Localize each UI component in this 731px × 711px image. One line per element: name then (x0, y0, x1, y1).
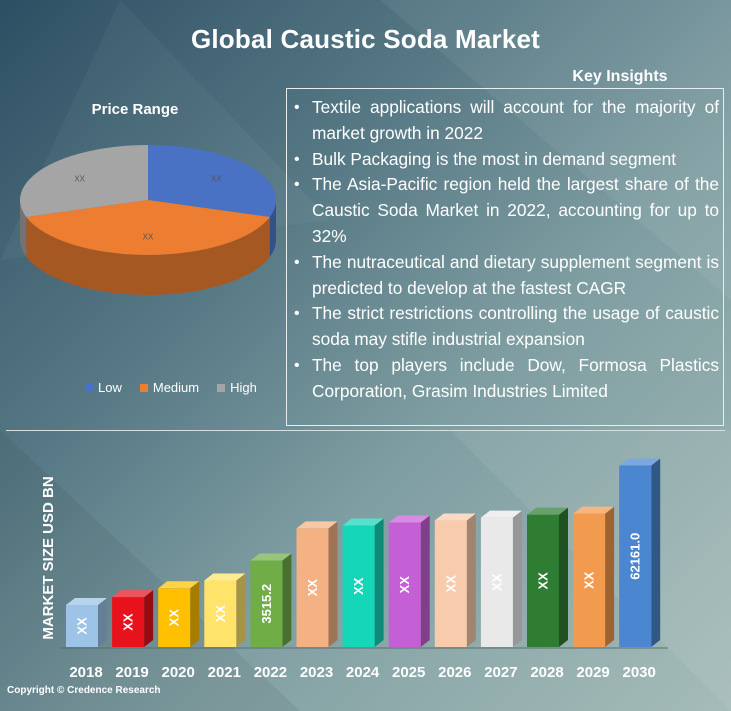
pie-slice-side-high (20, 200, 27, 257)
pie-chart-title: Price Range (91, 101, 179, 118)
bar-2030 (619, 458, 661, 647)
copyright-text: Copyright © Credence Research (7, 685, 161, 696)
x-tick-label-2025: 2025 (392, 664, 425, 681)
x-tick-label-2020: 2020 (162, 664, 195, 681)
market-size-bar-chart: MARKET SIZE USD BN XX 2018 XX 2019 XX 2020 XX 20… (40, 458, 668, 681)
legend-item-low: Low (85, 380, 122, 395)
bar-2018 (66, 598, 107, 647)
pie-slice-label-high: XX (74, 175, 85, 184)
x-tick-label-2018: 2018 (69, 664, 102, 681)
legend-label-medium: Medium (152, 380, 200, 395)
bar-value-label-2030: 62161.0 (628, 533, 643, 580)
legend-item-high: High (217, 380, 257, 395)
bar-value-label-2019: XX (121, 613, 136, 631)
legend-label-high: High (230, 380, 257, 395)
bar-value-label-2025: XX (397, 576, 412, 594)
pie-slice-label-low: XX (211, 175, 222, 184)
price-range-pie-chart: XX XX XX (20, 145, 276, 295)
y-axis-label: MARKET SIZE USD BN (40, 476, 57, 639)
legend-swatch-high (217, 383, 226, 392)
bar-value-label-2028: XX (536, 572, 551, 590)
pie-legend: Low Medium High (85, 380, 257, 395)
section-divider (6, 430, 725, 431)
legend-item-medium: Medium (139, 380, 200, 395)
bar-value-label-2023: XX (305, 579, 320, 597)
key-insights-box: Textile applications will account for th… (286, 88, 724, 426)
key-insights-list: Textile applications will account for th… (291, 95, 719, 405)
x-tick-label-2030: 2030 (623, 664, 656, 681)
x-tick-label-2023: 2023 (300, 664, 333, 681)
pie-slice-side-low (269, 200, 276, 257)
pie-slice-low (148, 145, 276, 217)
x-tick-label-2021: 2021 (208, 664, 241, 681)
x-tick-label-2022: 2022 (254, 664, 287, 681)
insight-item: Textile applications will account for th… (291, 95, 719, 147)
bar-value-label-2020: XX (167, 609, 182, 627)
x-tick-label-2027: 2027 (484, 664, 517, 681)
bar-value-label-2022: 3515.2 (259, 584, 274, 624)
x-tick-label-2026: 2026 (438, 664, 471, 681)
bar-2027 (480, 510, 522, 647)
insight-item: The Asia-Pacific region held the largest… (291, 172, 719, 249)
bar-2028 (527, 507, 568, 647)
bar-value-label-2024: XX (351, 577, 366, 595)
bar-value-label-2027: XX (489, 573, 504, 591)
legend-swatch-low (85, 383, 93, 392)
bar-2019 (112, 590, 154, 647)
insight-item: The strict restrictions controlling the … (291, 301, 719, 353)
bar-value-label-2029: XX (582, 571, 597, 589)
bar-2029 (573, 506, 615, 647)
bar-2026 (434, 513, 476, 647)
legend-label-low: Low (98, 380, 122, 395)
bar-2024 (342, 518, 384, 647)
pie-slice-label-medium: XX (143, 232, 154, 241)
key-insights-heading: Key Insights (572, 68, 668, 85)
pie-slice-side-medium (26, 216, 270, 295)
bar-2020 (158, 581, 200, 647)
x-tick-label-2024: 2024 (346, 664, 380, 681)
x-tick-label-2028: 2028 (530, 664, 563, 681)
bar-value-label-2026: XX (443, 575, 458, 593)
x-tick-label-2019: 2019 (115, 664, 148, 681)
bar-value-label-2018: XX (75, 617, 90, 635)
insight-item: The top players include Dow, Formosa Pla… (291, 353, 719, 405)
page-title: Global Caustic Soda Market (190, 24, 541, 54)
bar-2025 (388, 515, 430, 647)
insight-item: The nutraceutical and dietary supplement… (291, 250, 719, 302)
bar-value-label-2021: XX (213, 605, 228, 623)
x-tick-label-2029: 2029 (576, 664, 609, 681)
bar-2023 (296, 521, 338, 647)
legend-swatch-medium (139, 383, 148, 392)
pie-slice-high (20, 145, 148, 217)
pie-slice-medium (26, 200, 270, 255)
bar-2021 (204, 573, 246, 647)
bar-2022 (250, 553, 292, 647)
insight-item: Bulk Packaging is the most in demand seg… (291, 147, 719, 173)
